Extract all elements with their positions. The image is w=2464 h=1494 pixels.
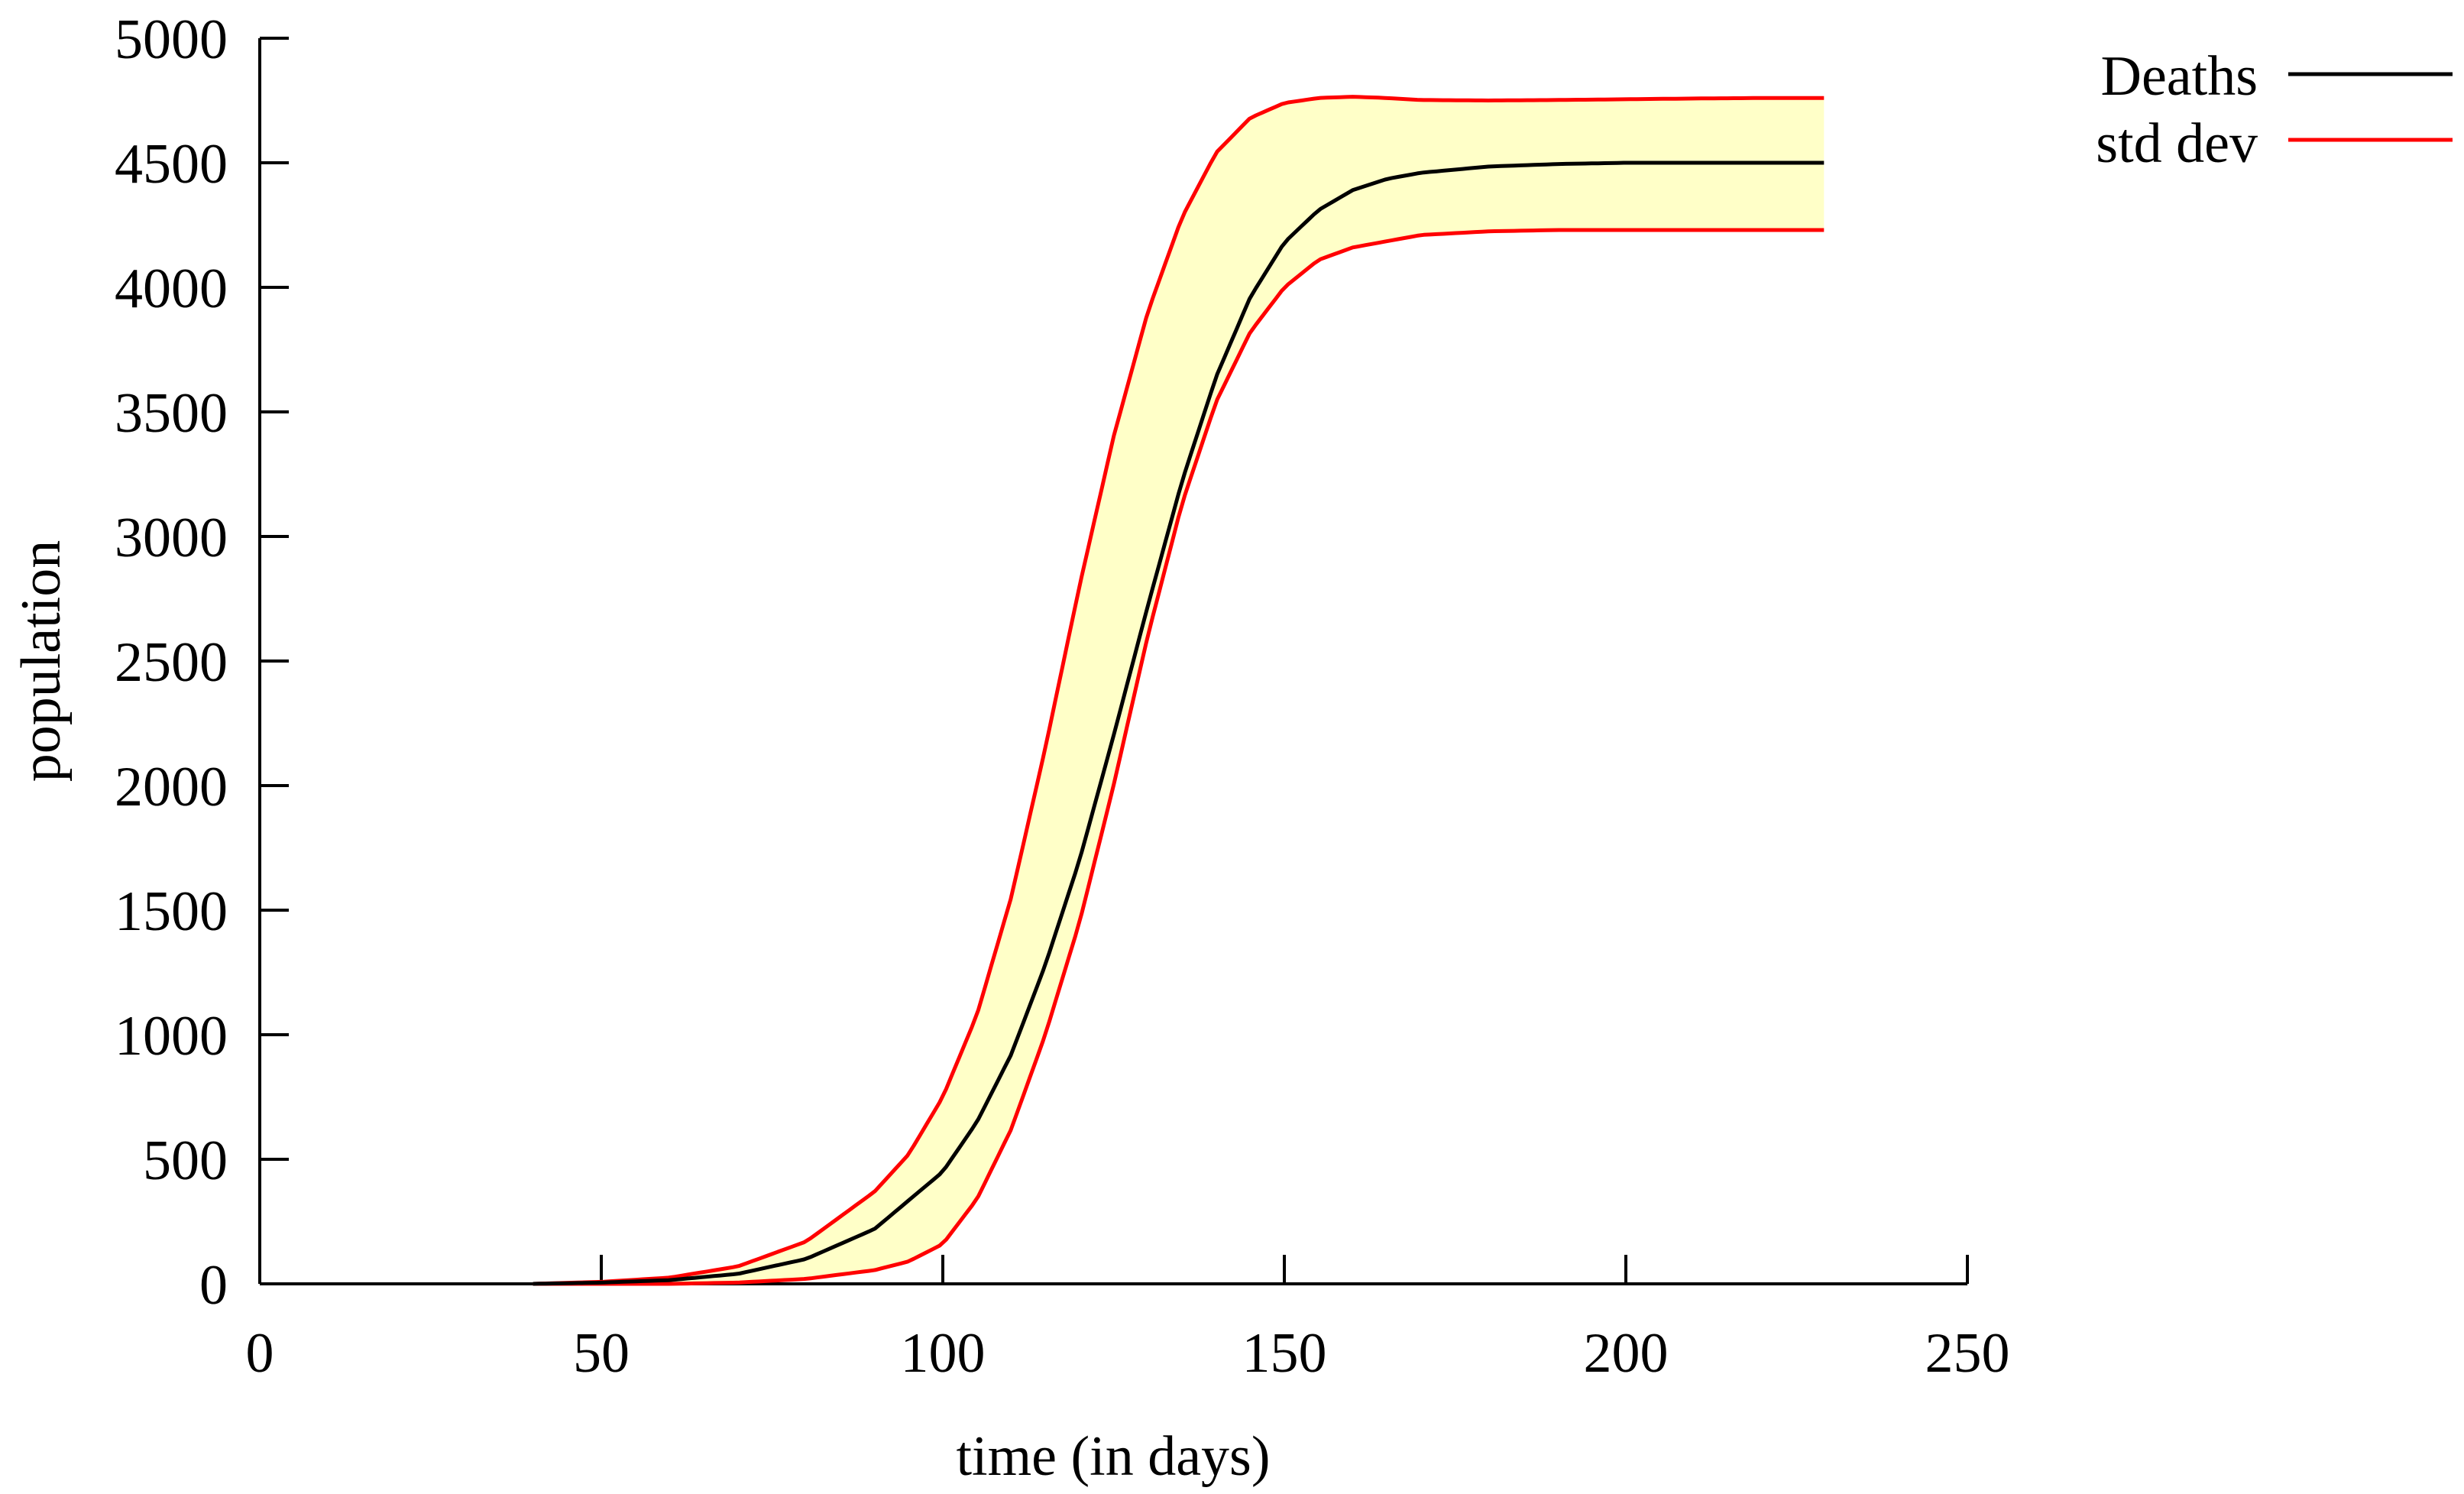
x-tick-label: 150 bbox=[1242, 1322, 1327, 1385]
legend-label-std-dev: std dev bbox=[2096, 112, 2258, 175]
std-dev-upper-line bbox=[533, 95, 1825, 1286]
y-tick-label: 3500 bbox=[115, 382, 228, 445]
legend-label-deaths: Deaths bbox=[2101, 45, 2258, 108]
x-tick-label: 50 bbox=[573, 1322, 630, 1385]
legend: Deaths std dev bbox=[2096, 45, 2453, 175]
y-tick-label: 2000 bbox=[115, 756, 228, 818]
y-tick-label: 4500 bbox=[115, 133, 228, 196]
y-tick-label: 500 bbox=[143, 1129, 228, 1192]
y-tick-label: 5000 bbox=[115, 8, 228, 71]
deaths-line bbox=[533, 160, 1825, 1286]
x-tick-label: 100 bbox=[901, 1322, 986, 1385]
y-tick-label: 2500 bbox=[115, 631, 228, 694]
x-tick-label: 0 bbox=[246, 1322, 274, 1385]
y-tick-label: 4000 bbox=[115, 258, 228, 320]
y-tick-label: 3000 bbox=[115, 507, 228, 569]
x-tick-label: 200 bbox=[1584, 1322, 1669, 1385]
y-tick-label: 1500 bbox=[115, 880, 228, 943]
std-dev-lower-line bbox=[533, 228, 1825, 1286]
std-dev-band-layer bbox=[533, 96, 1825, 1285]
y-tick-label: 1000 bbox=[115, 1005, 228, 1068]
std-dev-band bbox=[533, 96, 1825, 1285]
ticks-layer: 0 50 100 150 200 2500500100015002000250030003… bbox=[115, 8, 2010, 1385]
y-axis-label: population bbox=[10, 540, 73, 783]
y-tick-label: 0 bbox=[199, 1254, 228, 1317]
x-axis-label: time (in days) bbox=[956, 1425, 1270, 1488]
series-layer bbox=[533, 95, 1825, 1286]
x-tick-label: 250 bbox=[1925, 1322, 2010, 1385]
